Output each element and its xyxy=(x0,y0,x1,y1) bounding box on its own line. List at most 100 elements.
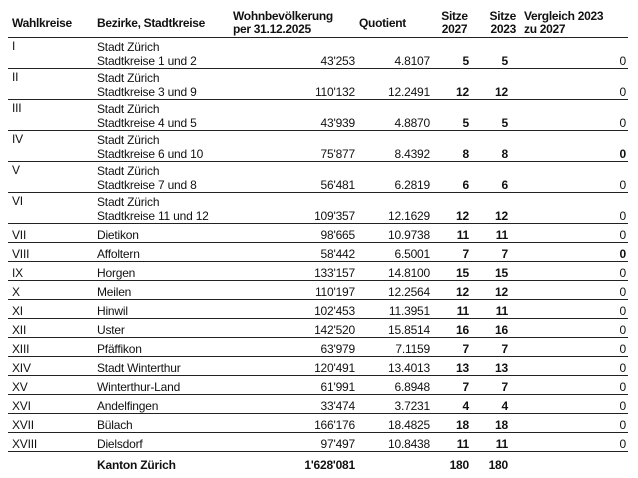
bezirk-line1: Stadt Zürich xyxy=(97,40,160,54)
sitze-2027-cell: 12 xyxy=(430,192,475,224)
quotient-cell: 12.1629 xyxy=(355,192,430,224)
table-row: XVIII Dielsdorf 97'497 10.8438 11 11 0 xyxy=(8,432,628,452)
bezirk-line2: Stadtkreise 11 und 12 xyxy=(97,209,209,223)
table-row: IV Stadt Zürich Stadtkreise 6 und 10 75'877… xyxy=(8,130,628,162)
sitze-2023-cell: 5 xyxy=(475,37,520,69)
sitze-2023-cell: 11 xyxy=(475,432,520,452)
bezirk-line2: Horgen xyxy=(97,266,136,280)
bezirk-cell: Stadt Zürich Stadtkreise 7 und 8 xyxy=(93,161,229,193)
wahlkreis-cell: XIII xyxy=(8,337,93,357)
bezirk-cell: Stadt Zürich Stadtkreise 11 und 12 xyxy=(93,192,229,224)
quotient-cell: 18.4825 xyxy=(355,413,430,433)
wahlkreis-cell: II xyxy=(8,68,93,100)
wahlkreis-cell: XVII xyxy=(8,413,93,433)
population-cell: 75'877 xyxy=(229,130,355,162)
bezirk-cell: Stadt Zürich Stadtkreise 6 und 10 xyxy=(93,130,229,162)
population-cell: 102'453 xyxy=(229,299,355,319)
wahlkreis-cell: VII xyxy=(8,223,93,243)
sitze-2023-cell: 12 xyxy=(475,192,520,224)
wahlkreis-cell: V xyxy=(8,161,93,193)
sitze-2027-cell: 18 xyxy=(430,413,475,433)
wahlkreis-cell: XVI xyxy=(8,394,93,414)
vergleich-cell: 0 xyxy=(520,261,628,281)
vergleich-cell: 0 xyxy=(520,161,628,193)
table-row: XI Hinwil 102'453 11.3951 11 11 0 xyxy=(8,299,628,319)
sitze-2023-cell: 8 xyxy=(475,130,520,162)
table-row: X Meilen 110'197 12.2564 12 12 0 xyxy=(8,280,628,300)
sitze-2027-cell: 12 xyxy=(430,280,475,300)
header-sitze-2023-line2: 2023 xyxy=(490,22,517,36)
vergleich-cell: 0 xyxy=(520,356,628,376)
bezirk-cell: Andelfingen xyxy=(93,394,229,414)
sitze-2023-cell: 7 xyxy=(475,337,520,357)
sitze-2027-cell: 5 xyxy=(430,99,475,131)
wahlkreise-table: Wahlkreise Bezirke, Stadtkreise Wohnbevö… xyxy=(8,8,628,472)
sitze-2023-cell: 4 xyxy=(475,394,520,414)
population-cell: 142'520 xyxy=(229,318,355,338)
total-sitze-2027: 180 xyxy=(449,458,470,472)
header-wohnbev-line2: per 31.12.2025 xyxy=(233,22,311,36)
bezirk-line2: Stadtkreise 6 und 10 xyxy=(97,147,204,161)
sitze-2023-cell: 12 xyxy=(475,68,520,100)
quotient-cell: 4.8870 xyxy=(355,99,430,131)
bezirk-line2: Winterthur-Land xyxy=(97,380,181,394)
wahlkreis-cell: XI xyxy=(8,299,93,319)
bezirk-line1: Stadt Zürich xyxy=(97,164,160,178)
header-vergleich: Vergleich 2023 zu 2027 xyxy=(520,8,628,38)
wahlkreis-cell: X xyxy=(8,280,93,300)
quotient-cell: 12.2491 xyxy=(355,68,430,100)
bezirk-cell: Stadt Winterthur xyxy=(93,356,229,376)
sitze-2023-cell: 7 xyxy=(475,375,520,395)
wahlkreis-cell: VI xyxy=(8,192,93,224)
vergleich-cell: 0 xyxy=(520,37,628,69)
bezirk-line1: Stadt Zürich xyxy=(97,102,160,116)
population-cell: 166'176 xyxy=(229,413,355,433)
sitze-2027-cell: 13 xyxy=(430,356,475,376)
table-row: III Stadt Zürich Stadtkreise 4 und 5 43'939… xyxy=(8,99,628,131)
population-cell: 61'991 xyxy=(229,375,355,395)
sitze-2027-cell: 4 xyxy=(430,394,475,414)
wahlkreis-cell: XV xyxy=(8,375,93,395)
bezirk-line2: Affoltern xyxy=(97,247,140,261)
quotient-cell: 10.9738 xyxy=(355,223,430,243)
bezirk-line2: Bülach xyxy=(97,418,133,432)
header-sitze-2027: Sitze 2027 xyxy=(430,8,475,38)
population-cell: 97'497 xyxy=(229,432,355,452)
table-row: XIII Pfäffikon 63'979 7.1159 7 7 0 xyxy=(8,337,628,357)
sitze-2027-cell: 12 xyxy=(430,68,475,100)
population-cell: 43'939 xyxy=(229,99,355,131)
vergleich-cell: 0 xyxy=(520,280,628,300)
table-row: XVII Bülach 166'176 18.4825 18 18 0 xyxy=(8,413,628,433)
wahlkreis-cell: XVIII xyxy=(8,432,93,452)
total-sitze-2023: 180 xyxy=(488,458,509,472)
bezirk-line2: Andelfingen xyxy=(97,399,159,413)
bezirk-line2: Stadtkreise 7 und 8 xyxy=(97,178,197,192)
population-cell: 120'491 xyxy=(229,356,355,376)
sitze-2027-cell: 11 xyxy=(430,223,475,243)
sitze-2027-cell: 11 xyxy=(430,432,475,452)
table-row: XV Winterthur-Land 61'991 6.8948 7 7 0 xyxy=(8,375,628,395)
bezirk-line2: Hinwil xyxy=(97,304,128,318)
sitze-2027-cell: 16 xyxy=(430,318,475,338)
bezirk-cell: Meilen xyxy=(93,280,229,300)
sitze-2023-cell: 13 xyxy=(475,356,520,376)
wahlkreis-cell: I xyxy=(8,37,93,69)
vergleich-cell: 0 xyxy=(520,413,628,433)
sitze-2027-cell: 7 xyxy=(430,242,475,262)
population-cell: 98'665 xyxy=(229,223,355,243)
header-vergleich-line2: zu 2027 xyxy=(524,22,566,36)
sitze-2027-cell: 5 xyxy=(430,37,475,69)
table-row: XIV Stadt Winterthur 120'491 13.4013 13 13 0 xyxy=(8,356,628,376)
population-cell: 133'157 xyxy=(229,261,355,281)
header-row: Wahlkreise Bezirke, Stadtkreise Wohnbevö… xyxy=(8,8,628,38)
vergleich-cell: 0 xyxy=(520,432,628,452)
bezirk-line1: Stadt Zürich xyxy=(97,195,160,209)
quotient-cell: 11.3951 xyxy=(355,299,430,319)
bezirk-cell: Stadt Zürich Stadtkreise 4 und 5 xyxy=(93,99,229,131)
header-sitze-2023-line1: Sitze xyxy=(489,9,516,23)
quotient-cell: 6.5001 xyxy=(355,242,430,262)
bezirk-line1: Stadt Zürich xyxy=(97,133,160,147)
sitze-2027-cell: 7 xyxy=(430,337,475,357)
header-wahlkreise: Wahlkreise xyxy=(8,8,93,38)
bezirk-cell: Bülach xyxy=(93,413,229,433)
